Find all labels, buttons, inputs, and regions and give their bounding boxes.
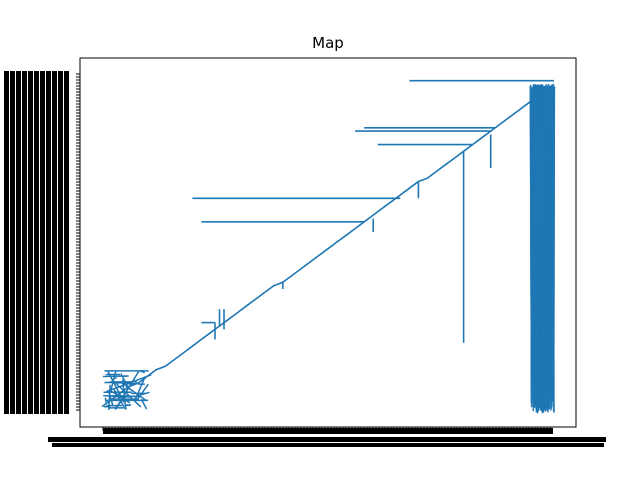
y-tick-label-blot [22,71,27,414]
y-tick-label-blot [40,71,45,414]
y-tick-label-blot [64,71,69,414]
x-tick-label-blot [52,443,604,447]
dense-segment [544,88,547,387]
dense-segment [140,398,148,410]
dense-segment [121,379,127,410]
dense-segment [120,373,130,390]
dense-segment [547,86,551,390]
x-tick-label-blot [48,437,606,442]
plot-area [79,57,577,428]
y-axis [4,71,80,414]
dense-segment [136,383,149,400]
y-tick-label-blot [16,71,21,414]
dense-segment [106,374,152,393]
y-tick-label-blot [10,71,15,414]
x-tick-label-blot [103,428,553,434]
dense-segment [549,90,552,409]
x-axis [48,427,606,447]
dense-segment [102,375,129,378]
dense-segment [540,88,544,410]
y-tick-label-blot [52,71,57,414]
series-line [101,83,555,408]
dense-segment [529,84,533,393]
dense-segment [542,85,545,402]
dense-segment [104,397,107,403]
dense-segment [535,84,538,409]
dense-segment [532,86,535,412]
y-tick-label-blot [28,71,33,414]
y-tick-label-blot [34,71,39,414]
chart-title: Map [312,34,344,52]
dense-segment [139,370,145,374]
y-tick-label-blot [46,71,51,414]
y-tick-label-blot [4,71,9,414]
y-tick-label-blot [58,71,63,414]
